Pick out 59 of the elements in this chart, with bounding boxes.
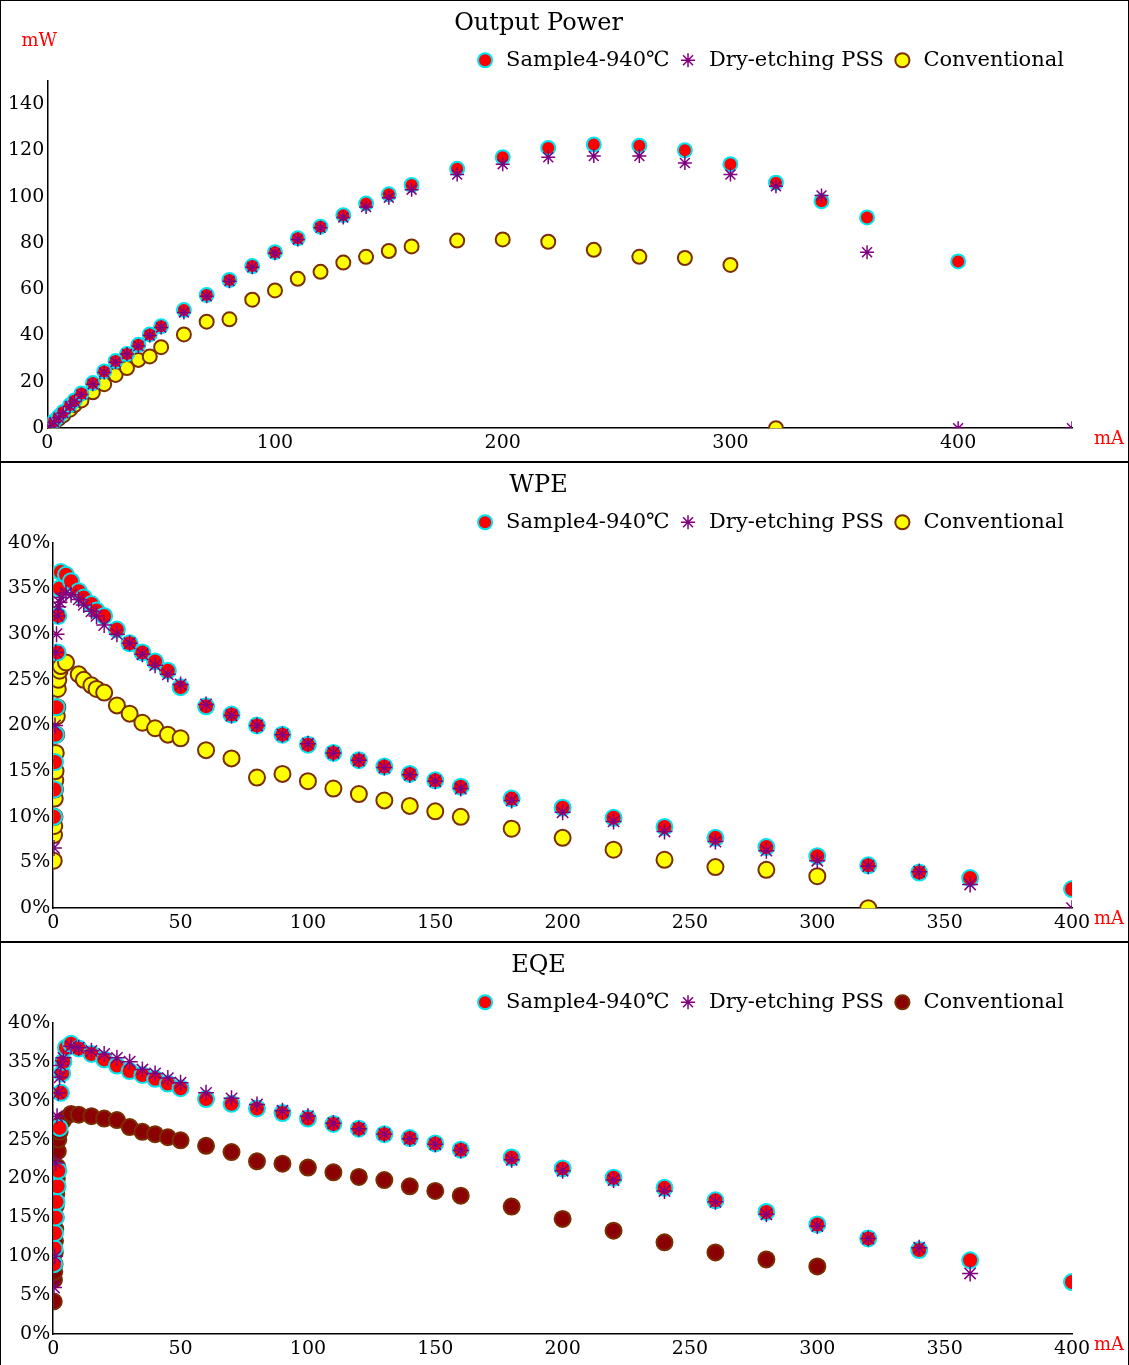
x-tick-label: 250	[671, 909, 709, 932]
x-tick-label: 250	[671, 1335, 709, 1358]
y-tick-label: 10%	[8, 1243, 51, 1266]
y-tick-label: 60	[20, 276, 45, 299]
y-tick-label: 30%	[8, 1087, 51, 1110]
x-axis-title: mA	[1094, 426, 1126, 448]
y-tick-label: 120	[8, 137, 45, 160]
legend-label: Dry-etching PSS	[709, 46, 884, 71]
x-tick-label: 400	[1053, 909, 1091, 932]
y-tick-label: 100	[8, 183, 45, 206]
legend-label: Conventional	[923, 46, 1065, 71]
x-axis-title: mA	[1094, 906, 1126, 928]
y-tick-label: 80	[20, 229, 45, 252]
y-tick-label: 25%	[8, 1126, 51, 1149]
y-tick-label: 40%	[8, 1009, 51, 1032]
y-tick-label: 25%	[8, 666, 51, 689]
x-axis-title: mA	[1094, 1332, 1126, 1354]
legend-label: Conventional	[923, 988, 1065, 1013]
x-tick-label: 400	[1053, 1335, 1091, 1358]
x-tick-label: 400	[940, 429, 977, 452]
x-tick-label: 150	[417, 909, 454, 932]
chart-title: EQE	[511, 949, 566, 978]
x-tick-label: 100	[289, 1335, 327, 1358]
x-tick-label: 350	[926, 1335, 963, 1358]
y-tick-label: 20%	[8, 1165, 51, 1188]
chart-title: WPE	[509, 469, 568, 498]
legend-label: Dry-etching PSS	[709, 508, 884, 533]
x-tick-label: 200	[484, 429, 521, 452]
x-tick-label: 100	[289, 909, 327, 932]
y-tick-label: 20%	[8, 712, 51, 735]
y-tick-label: 10%	[8, 803, 51, 826]
y-tick-label: 40%	[8, 529, 51, 552]
x-tick-label: 200	[544, 909, 581, 932]
x-tick-label: 200	[544, 1335, 581, 1358]
legend-label: Dry-etching PSS	[709, 988, 884, 1013]
y-tick-label: 15%	[8, 1204, 51, 1227]
y-tick-label: 40	[20, 322, 45, 345]
legend-label: Sample4-940℃	[506, 46, 670, 71]
y-tick-label: 20	[20, 368, 45, 391]
x-tick-label: 150	[417, 1335, 454, 1358]
legend-label: Sample4-940℃	[506, 508, 670, 533]
y-tick-label: 5%	[20, 1282, 51, 1305]
y-tick-label: 30%	[8, 621, 51, 644]
x-tick-label: 300	[799, 1335, 836, 1358]
y-tick-label: 35%	[8, 575, 51, 598]
x-tick-label: 50	[168, 909, 193, 932]
legend-label: Conventional	[923, 508, 1065, 533]
y-tick-label: 15%	[8, 758, 51, 781]
x-tick-label: 300	[799, 909, 836, 932]
x-tick-label: 350	[926, 909, 963, 932]
y-tick-label: 5%	[20, 849, 51, 872]
x-tick-label: 300	[712, 429, 749, 452]
x-tick-label: 100	[256, 429, 294, 452]
x-tick-label: 50	[168, 1335, 193, 1358]
legend-label: Sample4-940℃	[506, 988, 670, 1013]
chart-title: Output Power	[454, 7, 624, 36]
y-tick-label: 35%	[8, 1048, 51, 1071]
y-axis-title: mW	[21, 29, 58, 51]
y-tick-label: 140	[8, 90, 45, 113]
